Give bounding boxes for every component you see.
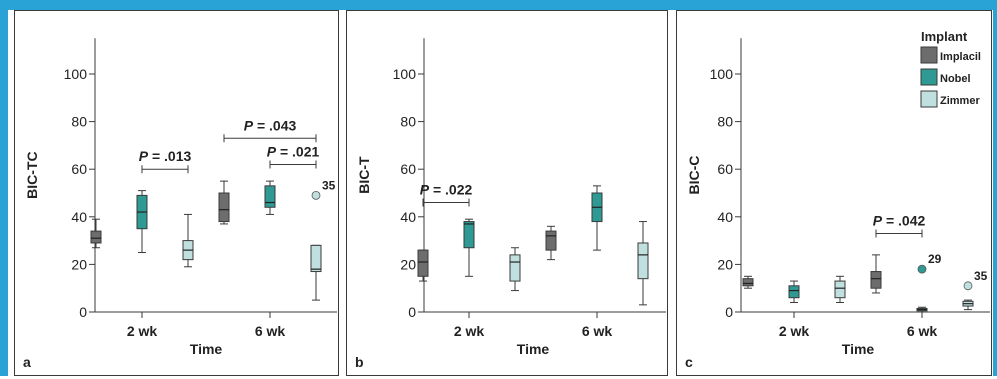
p-value: = .013 (148, 148, 191, 164)
chart-c: 0 20 40 60 80 100 2 wk 6 wk Time BIC-C c 29 35 P = .0… (685, 29, 997, 370)
x-tick-label: 2 wk (127, 323, 158, 339)
box-zimmer-0 (182, 213, 194, 268)
box-zimmer-0 (509, 247, 521, 292)
legend-label-implacil: Implacil (940, 51, 981, 63)
p-symbol: P (267, 143, 277, 159)
box-zimmer-0 (834, 275, 846, 303)
x-tick-label: 6 wk (582, 323, 613, 339)
box-body (637, 242, 649, 280)
p-value-annotation: P = .043 (244, 117, 297, 133)
y-tick-label: 40 (717, 209, 733, 225)
y-tick-label: 60 (717, 161, 733, 177)
box-body (788, 285, 800, 299)
y-axis-label: BIC-TC (24, 151, 40, 198)
box-body (417, 249, 429, 277)
y-tick-label: 100 (64, 66, 88, 82)
box-body (545, 230, 557, 251)
y-tick-label: 40 (71, 209, 87, 225)
p-symbol: P (420, 182, 430, 198)
box-nobel-0 (463, 218, 475, 277)
box-zimmer-1 (962, 299, 974, 311)
box-body (218, 192, 230, 223)
panel-a: 0 20 40 60 80 100 2 wk 6 wk Time BIC-TC a 35 P = .01… (14, 10, 356, 376)
p-value-annotation: P = .042 (873, 212, 926, 228)
legend-label-nobel: Nobel (940, 73, 971, 85)
y-axis-label: BIC-T (356, 156, 372, 194)
outlier-point (963, 281, 973, 291)
p-value-annotation: P = .021 (267, 143, 320, 159)
panel-letter: b (355, 354, 364, 370)
x-axis-label: Time (190, 341, 223, 357)
p-value: = .042 (882, 212, 925, 228)
box-nobel-1 (591, 185, 603, 251)
p-symbol: P (139, 148, 149, 164)
legend-label-zimmer: Zimmer (940, 95, 980, 107)
box-nobel-1 (264, 180, 276, 215)
x-tick-label: 2 wk (454, 323, 485, 339)
y-tick-label: 0 (408, 304, 416, 320)
panel-b: 0 20 40 60 80 100 2 wk 6 wk Time BIC-T b P = .022 (346, 10, 683, 376)
box-implacil-0 (90, 218, 102, 249)
panel-c: 0 20 40 60 80 100 2 wk 6 wk Time BIC-C c 29 35 P = .0… (676, 10, 997, 376)
box-body (463, 221, 475, 249)
chart-b: 0 20 40 60 80 100 2 wk 6 wk Time BIC-T b P = .022 (355, 38, 683, 370)
y-tick-label: 80 (71, 114, 87, 130)
box-body (264, 185, 276, 208)
outlier-label: 35 (974, 269, 988, 283)
box-implacil-0 (417, 249, 429, 282)
y-tick-label: 20 (71, 256, 87, 272)
y-tick-label: 0 (79, 304, 87, 320)
box-body (509, 254, 521, 282)
box-implacil-1 (545, 225, 557, 261)
y-tick-label: 100 (393, 66, 417, 82)
legend: Implant Implacil Nobel Zimmer (920, 29, 981, 108)
legend-title: Implant (921, 29, 968, 44)
box-implacil-1 (218, 180, 230, 225)
p-value: = .043 (253, 117, 296, 133)
y-tick-label: 80 (717, 114, 733, 130)
box-zimmer-1 (637, 221, 649, 306)
p-value: = .021 (276, 143, 319, 159)
y-axis-label: BIC-C (686, 156, 702, 195)
y-tick-label: 20 (400, 256, 416, 272)
legend-swatch-nobel (920, 68, 938, 86)
y-tick-label: 40 (400, 209, 416, 225)
x-axis-label: Time (842, 341, 875, 357)
panel-letter: a (23, 354, 31, 370)
y-tick-label: 60 (400, 161, 416, 177)
box-body (310, 244, 322, 273)
box-implacil-0 (742, 275, 754, 289)
outlier-label: 35 (322, 178, 336, 192)
p-value-annotation: P = .022 (420, 182, 473, 198)
outlier-point (917, 264, 927, 274)
box-zimmer-1 (310, 244, 322, 301)
y-tick-label: 100 (710, 66, 734, 82)
box-nobel-0 (788, 280, 800, 303)
box-body (870, 271, 882, 289)
y-tick-label: 80 (400, 114, 416, 130)
p-symbol: P (873, 212, 883, 228)
p-symbol: P (244, 117, 254, 133)
outlier-label: 29 (928, 252, 942, 266)
box-body (742, 278, 754, 287)
box-nobel-0 (136, 190, 148, 253)
x-axis-label: Time (517, 341, 550, 357)
legend-swatch-implacil (920, 46, 938, 64)
x-tick-label: 6 wk (255, 323, 286, 339)
box-body (834, 280, 846, 299)
chart-a: 0 20 40 60 80 100 2 wk 6 wk Time BIC-TC a 35 P = .01… (23, 38, 356, 370)
y-tick-label: 60 (71, 161, 87, 177)
outlier-point (311, 190, 321, 200)
x-tick-label: 6 wk (907, 323, 938, 339)
y-tick-label: 20 (717, 256, 733, 272)
panel-letter: c (685, 354, 693, 370)
box-implacil-1 (870, 254, 882, 294)
box-body (90, 230, 102, 244)
box-nobel-1 (916, 306, 928, 313)
p-value-annotation: P = .013 (139, 148, 192, 164)
p-value: = .022 (429, 182, 472, 198)
x-tick-label: 2 wk (779, 323, 810, 339)
legend-swatch-zimmer (920, 90, 938, 108)
y-tick-label: 0 (725, 304, 733, 320)
